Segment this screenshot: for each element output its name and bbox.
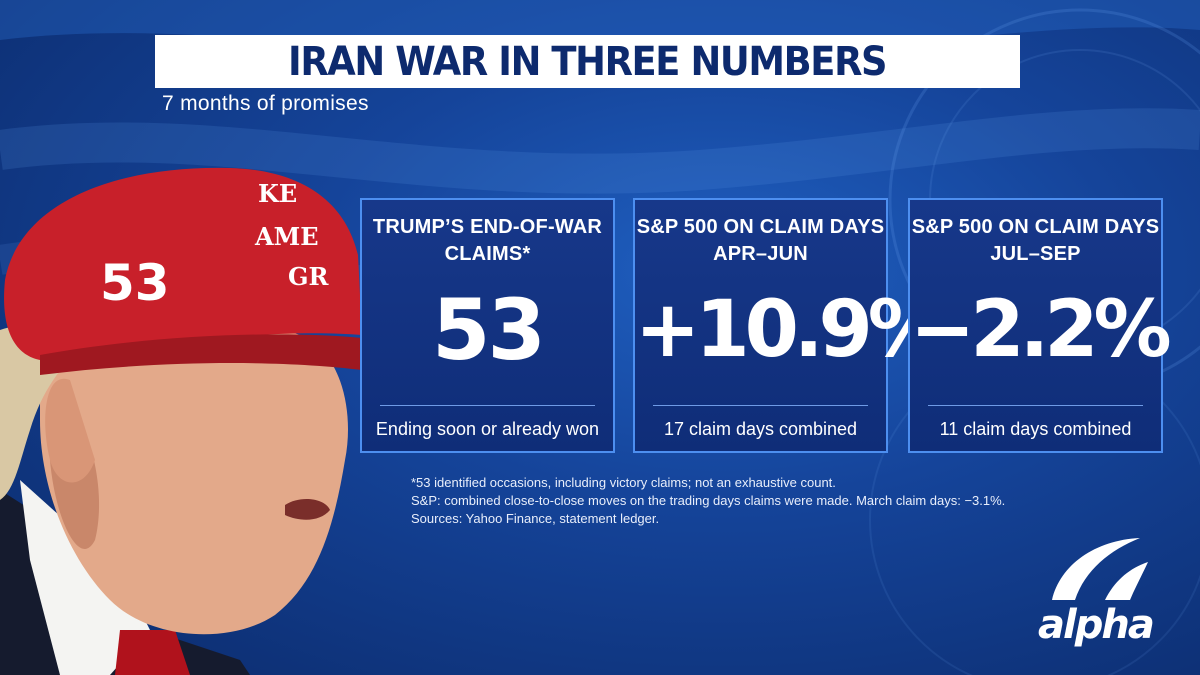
card-footer: 11 claim days combined: [939, 419, 1132, 439]
card-label: S&P 500 ON CLAIM DAYS JUL–SEP: [911, 216, 1160, 265]
footnotes: *53 identified occasions, including vict…: [411, 474, 1005, 528]
footnote-claims: *53 identified occasions, including vict…: [411, 475, 836, 490]
stat-card-jul-sep: S&P 500 ON CLAIM DAYS JUL–SEP −2.2% 11 c…: [908, 198, 1172, 453]
card-label: S&P 500 ON CLAIM DAYS APR–JUN: [636, 216, 885, 265]
hat-number: 53: [100, 254, 170, 312]
card-divider: [928, 405, 1143, 406]
card-value: 53: [432, 281, 546, 379]
card-value: +10.9%: [635, 285, 946, 375]
stat-card-claims: TRUMP’S END-OF-WAR CLAIMS* 53 Ending soo…: [360, 198, 615, 453]
card-value: −2.2%: [910, 285, 1172, 375]
stat-card-apr-jun: S&P 500 ON CLAIM DAYS APR–JUN +10.9% 17 …: [633, 198, 946, 453]
page-subtitle: 7 months of promises: [162, 92, 369, 115]
hat-text-line2: AME: [254, 222, 318, 251]
title-banner: IRAN WAR IN THREE NUMBERS: [155, 35, 1020, 88]
person-photo: 53 KE AME GR: [0, 167, 362, 675]
hat-text-line3: GR: [288, 262, 329, 291]
card-divider: [380, 405, 595, 406]
alpha-logo: alpha: [1038, 538, 1155, 648]
logo-text: alpha: [1038, 602, 1153, 648]
card-divider: [653, 405, 868, 406]
card-label: TRUMP’S END-OF-WAR CLAIMS*: [372, 216, 603, 265]
footnote-sources: Sources: Yahoo Finance, statement ledger…: [411, 511, 660, 526]
card-footer: 17 claim days combined: [663, 419, 858, 439]
footnote-sp-method: S&P: combined close-to-close moves on th…: [411, 493, 1006, 508]
card-footer: Ending soon or already won: [375, 419, 600, 439]
hat-text-line1: KE: [258, 179, 297, 208]
page-title: IRAN WAR IN THREE NUMBERS: [288, 38, 888, 85]
